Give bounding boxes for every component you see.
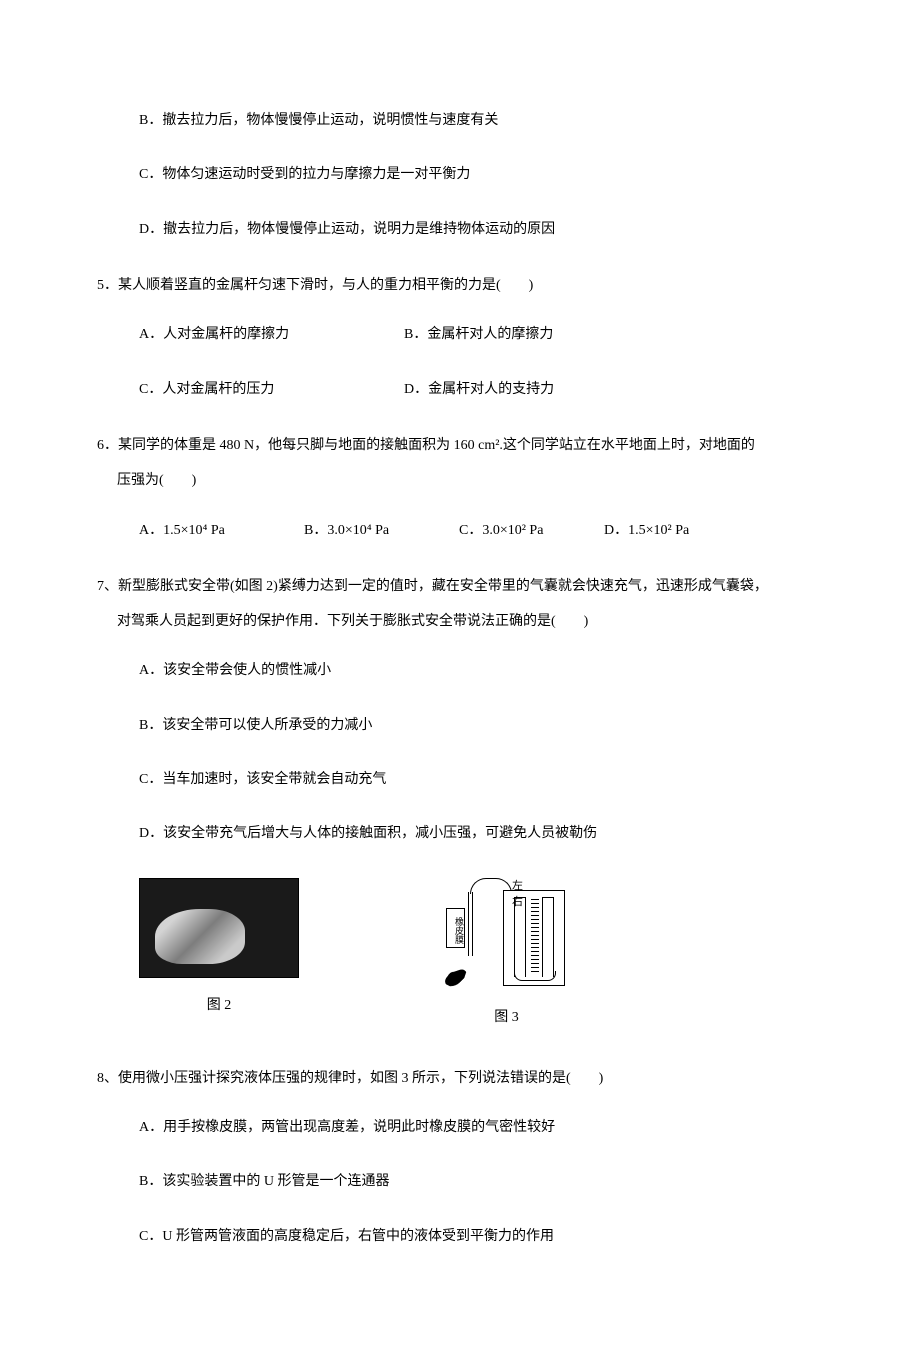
q7-stem-line1: 7、新型膨胀式安全带(如图 2)紧缚力达到一定的值时，藏在安全带里的气囊就会快速…	[85, 574, 835, 599]
q6-option-b: B．3.0×10⁴ Pa	[304, 520, 459, 542]
figure-row: 图 2 橡皮膜 左右 图 3	[85, 878, 835, 1058]
q8-stem: 8、使用微小压强计探究液体压强的规律时，如图 3 所示，下列说法错误的是( )	[85, 1066, 835, 1091]
membrane-label: 橡皮膜	[446, 908, 465, 948]
hand-icon	[440, 958, 476, 994]
q7-option-b: B．该安全带可以使人所承受的力减小	[85, 715, 835, 737]
q8-option-c: C．U 形管两管液面的高度稳定后，右管中的液体受到平衡力的作用	[85, 1226, 835, 1248]
q6-option-d: D．1.5×10² Pa	[604, 520, 744, 542]
figure-2-caption: 图 2	[207, 994, 232, 1014]
q6-options-row: A．1.5×10⁴ Pa B．3.0×10⁴ Pa C．3.0×10² Pa D…	[85, 520, 835, 542]
q5-option-c: C．人对金属杆的压力	[139, 379, 404, 401]
q7-option-c: C．当车加速时，该安全带就会自动充气	[85, 769, 835, 791]
q8-option-b: B．该实验装置中的 U 形管是一个连通器	[85, 1171, 835, 1193]
q8-option-a: A．用手按橡皮膜，两管出现高度差，说明此时橡皮膜的气密性较好	[85, 1117, 835, 1139]
q4-option-c: C．物体匀速运动时受到的拉力与摩擦力是一对平衡力	[85, 164, 835, 186]
q7-stem-line2: 对驾乘人员起到更好的保护作用．下列关于膨胀式安全带说法正确的是( )	[85, 609, 835, 634]
figure-3-image: 橡皮膜 左右	[444, 878, 569, 990]
q7-option-a: A．该安全带会使人的惯性减小	[85, 660, 835, 682]
q5-options-row2: C．人对金属杆的压力 D．金属杆对人的支持力	[85, 379, 835, 401]
q6-option-c: C．3.0×10² Pa	[459, 520, 604, 542]
q5-option-b: B．金属杆对人的摩擦力	[404, 324, 669, 346]
figure-3-caption: 图 3	[494, 1006, 519, 1026]
q4-option-d: D．撤去拉力后，物体慢慢停止运动，说明力是维持物体运动的原因	[85, 219, 835, 241]
q5-stem: 5．某人顺着竖直的金属杆匀速下滑时，与人的重力相平衡的力是( )	[85, 273, 835, 298]
q6-stem-line2: 压强为( )	[85, 468, 835, 493]
q6-option-a: A．1.5×10⁴ Pa	[139, 520, 304, 542]
q7-option-d: D．该安全带充气后增大与人体的接触面积，减小压强，可避免人员被勒伤	[85, 823, 835, 845]
figure-3-block: 橡皮膜 左右 图 3	[444, 878, 569, 1058]
q5-option-a: A．人对金属杆的摩擦力	[139, 324, 404, 346]
figure-2-block: 图 2	[139, 878, 299, 1058]
q4-option-b: B．撤去拉力后，物体慢慢停止运动，说明惯性与速度有关	[85, 110, 835, 132]
q5-options-row1: A．人对金属杆的摩擦力 B．金属杆对人的摩擦力	[85, 324, 835, 346]
figure-2-image	[139, 878, 299, 978]
q5-option-d: D．金属杆对人的支持力	[404, 379, 669, 401]
q6-stem-line1: 6．某同学的体重是 480 N，他每只脚与地面的接触面积为 160 cm².这个…	[85, 433, 835, 458]
